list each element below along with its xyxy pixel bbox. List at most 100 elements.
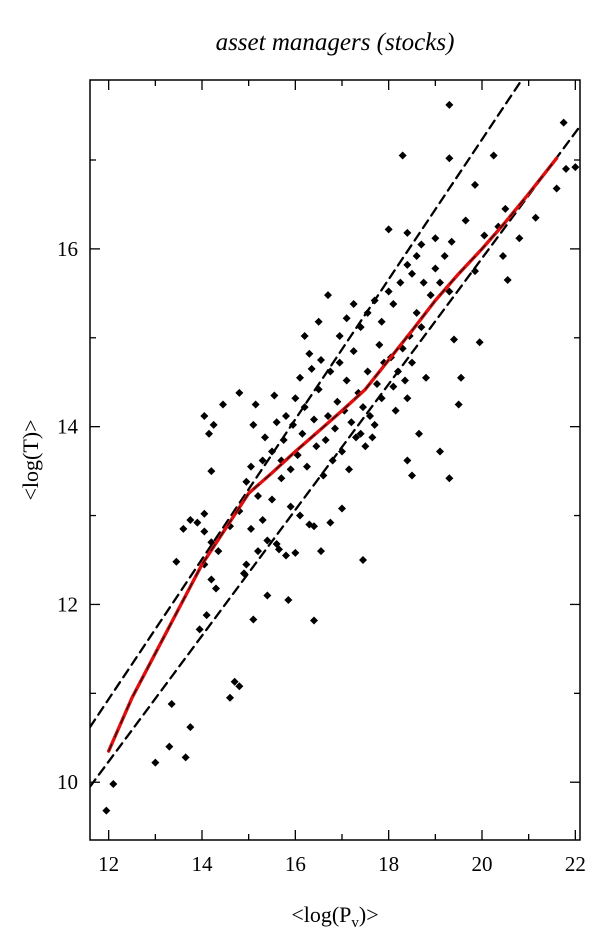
- scatter-point: [445, 474, 454, 483]
- scatter-point: [247, 524, 255, 533]
- scatter-point: [324, 412, 332, 420]
- scatter-point: [403, 260, 412, 269]
- scatter-point: [172, 557, 181, 566]
- scatter-point: [249, 615, 258, 624]
- scatter-point: [307, 364, 316, 373]
- scatter-point: [384, 225, 393, 234]
- scatter-point: [214, 547, 223, 556]
- scatter-point: [324, 291, 332, 300]
- scatter-point: [109, 780, 118, 788]
- scatter-point: [475, 338, 484, 347]
- scatter-point: [471, 180, 479, 189]
- scatter-point: [275, 545, 283, 554]
- scatter-point: [531, 213, 540, 222]
- scatter-point: [349, 300, 358, 308]
- scatter-point: [258, 456, 267, 465]
- scatter-point: [389, 382, 398, 391]
- scatter-point: [501, 204, 510, 213]
- scatter-point: [254, 492, 262, 500]
- scatter-point: [326, 518, 335, 527]
- scatter-point: [312, 442, 321, 451]
- plot-frame: [89, 79, 581, 841]
- scatter-point: [499, 252, 507, 260]
- scatter-point: [352, 433, 360, 442]
- scatter-point: [310, 616, 318, 625]
- y-axis-label: <log(T)>: [18, 419, 43, 500]
- scatter-point: [515, 234, 524, 243]
- scatter-point: [445, 100, 454, 109]
- scatter-point: [347, 418, 356, 427]
- scatter-point: [263, 591, 272, 600]
- scatter-point: [314, 317, 323, 326]
- scatter-point: [179, 524, 188, 533]
- scatter-point: [200, 509, 209, 518]
- scatter-point: [284, 596, 293, 604]
- x-tick-label: 18: [378, 852, 399, 876]
- scatter-point: [200, 527, 209, 536]
- dashed-fit-line: [90, 125, 580, 788]
- scatter-point: [102, 806, 111, 815]
- scatter-point: [235, 388, 244, 397]
- scatter-point: [261, 433, 269, 442]
- red-curve-overlay-dash: [108, 157, 558, 752]
- scatter-point: [317, 547, 325, 556]
- scatter-point: [366, 412, 374, 420]
- scatter-point: [431, 234, 440, 243]
- scatter-point: [291, 394, 300, 403]
- scatter-point: [389, 300, 398, 308]
- scatter-point: [445, 154, 454, 163]
- scatter-point: [282, 551, 290, 560]
- scatter-point: [181, 753, 190, 762]
- scatter-point: [403, 456, 412, 465]
- scatter-point: [272, 418, 281, 427]
- scatter-point: [247, 462, 255, 471]
- scatter-point: [335, 332, 344, 340]
- scatter-point: [461, 216, 470, 225]
- plot-area: [90, 80, 580, 815]
- scatter-point: [445, 287, 454, 296]
- scatter-point: [282, 412, 290, 420]
- x-tick-label: 14: [192, 852, 214, 876]
- scatter-point: [454, 400, 463, 409]
- scatter-point: [552, 184, 561, 193]
- scatter-point: [417, 323, 426, 332]
- scatter-point: [417, 240, 426, 249]
- scatter-point: [335, 358, 344, 367]
- x-tick-label: 12: [98, 852, 119, 876]
- y-tick-label: 12: [57, 592, 78, 616]
- scatter-point: [331, 424, 339, 433]
- scatter-point: [408, 358, 416, 367]
- scatter-point: [296, 511, 304, 520]
- scatter-point: [342, 314, 351, 323]
- scatter-point: [251, 400, 260, 409]
- x-tick-label: 16: [285, 852, 306, 876]
- scatter-point: [249, 420, 258, 429]
- scatter-point: [212, 584, 220, 593]
- axis-ticks: 12 14 16 18 20 22 10 12 14 16: [57, 80, 586, 876]
- scatter-point: [207, 575, 216, 584]
- scatter-point: [200, 412, 209, 420]
- scatter-point: [263, 536, 272, 545]
- scatter-point: [408, 471, 416, 480]
- scatter-point: [258, 516, 267, 524]
- scatter-point: [359, 403, 367, 412]
- scatter-point: [317, 356, 325, 364]
- scatter-point: [219, 400, 227, 409]
- x-tick-label: 20: [472, 852, 493, 876]
- scatter-point: [368, 433, 377, 442]
- red-fit-curve: [106, 156, 559, 753]
- scatter-point: [235, 682, 244, 691]
- scatter-point: [431, 264, 440, 273]
- chart-title: asset managers (stocks): [216, 29, 455, 56]
- scatter-point: [151, 758, 160, 767]
- scatter-point: [403, 394, 412, 403]
- scatter-point: [391, 406, 400, 415]
- scatter-point: [305, 349, 314, 358]
- scatter-point: [503, 276, 512, 284]
- scatter-point: [321, 436, 330, 444]
- y-tick-label: 10: [57, 770, 78, 794]
- scatter-point: [310, 415, 318, 424]
- scatter-point: [207, 467, 216, 476]
- scatter-point: [242, 560, 251, 569]
- scatter-point: [270, 391, 279, 400]
